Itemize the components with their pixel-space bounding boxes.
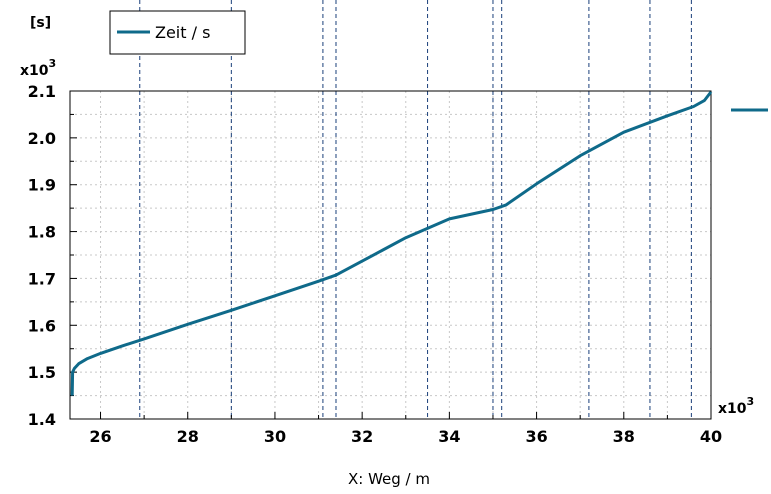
x-tick-label: 40: [700, 427, 722, 446]
y-axis-multiplier: x103: [20, 57, 56, 79]
x-tick-label: 36: [525, 427, 547, 446]
tick-layer: 26 28 30 32 34 36 38 40 1.4 1.5 1.6 1.7 1.8 1.9 2.0 2.1: [28, 82, 722, 446]
y-tick-label: 1.6: [28, 316, 56, 335]
y-axis-unit: [s]: [30, 15, 51, 31]
y-tick-label: 1.5: [28, 363, 56, 382]
y-tick-label: 1.9: [28, 176, 56, 195]
y-tick-label: 1.8: [28, 223, 56, 242]
x-tick-label: 28: [177, 427, 199, 446]
y-tick-label: 1.7: [28, 269, 56, 288]
series-line-zeit: [70, 90, 713, 396]
x-tick-label: 32: [351, 427, 373, 446]
x-axis-multiplier-exp: 3: [747, 395, 755, 408]
x-axis-multiplier-base: x10: [718, 401, 747, 417]
y-tick-label: 1.4: [28, 410, 56, 429]
x-axis-multiplier: x103: [718, 395, 754, 417]
x-tick-label: 30: [264, 427, 286, 446]
y-axis-multiplier-exp: 3: [49, 57, 57, 70]
x-tick-label: 26: [89, 427, 111, 446]
x-tick-label: 34: [438, 427, 460, 446]
y-axis-multiplier-base: x10: [20, 63, 49, 79]
grid-layer: [70, 91, 711, 419]
y-tick-label: 2.1: [28, 82, 56, 101]
vertical-marker-layer: [139, 0, 692, 419]
x-axis-title: X: Weg / m: [348, 470, 430, 488]
legend-label: Zeit / s: [155, 23, 210, 42]
y-tick-label: 2.0: [28, 129, 56, 148]
legend: Zeit / s: [109, 10, 246, 55]
x-tick-label: 38: [613, 427, 635, 446]
